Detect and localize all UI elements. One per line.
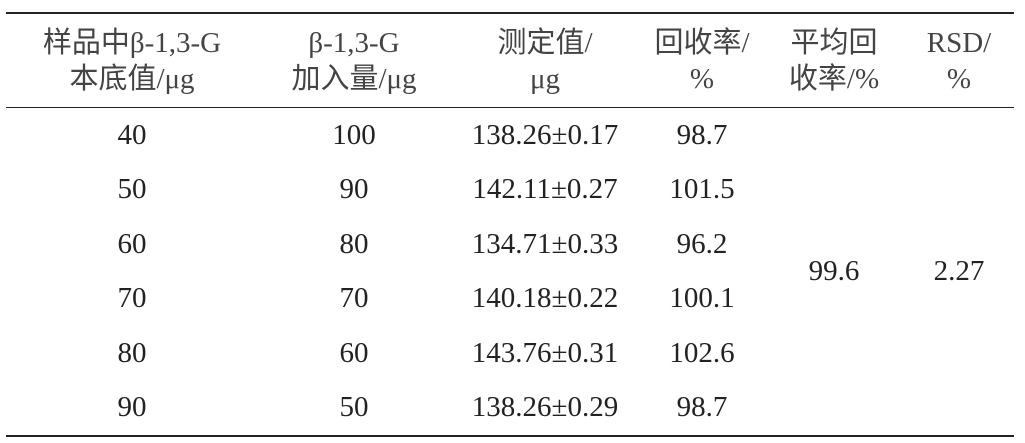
- table-cell: 100.1: [669, 282, 735, 315]
- header-row: 样品中β-1,3-G 本底值/μg β-1,3-G 加入量/μg 测定值/μg 回收率/%…: [6, 12, 1014, 108]
- table-cell: 138.26±0.17: [471, 118, 619, 151]
- header-text: %: [689, 62, 715, 95]
- header-text: %: [946, 62, 972, 95]
- header-cell: 样品中β-1,3-G 本底值/μg: [6, 12, 258, 108]
- header-text: β-1,3-G: [308, 26, 400, 59]
- header-cell: RSD/%: [904, 12, 1014, 108]
- table-cell: 98.7: [676, 118, 728, 151]
- table-cell: 70: [339, 282, 369, 315]
- header-text: 测定值/: [497, 26, 593, 59]
- table-cell: 90: [339, 173, 369, 206]
- header-cell: 平均回 收率/%: [764, 12, 904, 108]
- table-cell: 140.18±0.22: [471, 282, 619, 315]
- header-text: RSD/: [926, 26, 992, 59]
- table-row: 90 50 138.26±0.29 98.7: [6, 380, 1014, 437]
- table-cell: 143.76±0.31: [471, 336, 619, 369]
- table-cell: 50: [258, 380, 450, 437]
- table-cell: 96.2: [676, 227, 728, 260]
- table-cell: 50: [117, 173, 147, 206]
- merged-cell: 99.6: [764, 107, 904, 437]
- merged-cell: 2.27: [904, 107, 1014, 437]
- table-cell: 80: [339, 227, 369, 260]
- table-row: 40 100 138.26±0.17 98.7 99.6 2.27: [6, 107, 1014, 437]
- table-cell: 98.7: [640, 380, 764, 437]
- header-cell: 回收率/%: [640, 12, 764, 108]
- table-row: 70 70 140.18±0.22 100.1: [6, 272, 1014, 327]
- header-text: 回收率/: [654, 26, 750, 59]
- table-cell: 60: [339, 336, 369, 369]
- table-cell: 100: [332, 118, 376, 151]
- table-cell: 134.71±0.33: [471, 227, 619, 260]
- table-row: 80 60 143.76±0.31 102.6: [6, 326, 1014, 381]
- header-text: 加入量/μg: [291, 62, 417, 95]
- header-cell: β-1,3-G 加入量/μg: [258, 12, 450, 108]
- table-cell: 70: [117, 282, 147, 315]
- table-row: 50 90 142.11±0.27 101.5: [6, 163, 1014, 218]
- table-cell: 138.26±0.29: [450, 380, 640, 437]
- table-cell: 102.6: [669, 336, 735, 369]
- table-cell: 90: [6, 380, 258, 437]
- table-header: 样品中β-1,3-G 本底值/μg β-1,3-G 加入量/μg 测定值/μg 回收率/%…: [6, 12, 1014, 108]
- table-cell: 80: [117, 336, 147, 369]
- header-text: 本底值/μg: [69, 62, 195, 95]
- header-text: 收率/%: [788, 62, 880, 95]
- table-cell: 142.11±0.27: [472, 173, 618, 206]
- table-cell: 101.5: [669, 173, 735, 206]
- header-text: 样品中β-1,3-G: [42, 26, 222, 59]
- table-cell: 40: [117, 118, 147, 151]
- header-text: μg: [529, 62, 561, 95]
- table-cell: 60: [117, 227, 147, 260]
- header-text: 平均回: [790, 26, 878, 59]
- data-table: 样品中β-1,3-G 本底值/μg β-1,3-G 加入量/μg 测定值/μg 回收率/%…: [6, 12, 1014, 437]
- table-body: 40 100 138.26±0.17 98.7 99.6 2.27 50 90 142.11±0…: [6, 107, 1014, 437]
- header-cell: 测定值/μg: [450, 12, 640, 108]
- table-row: 60 80 134.71±0.33 96.2: [6, 217, 1014, 272]
